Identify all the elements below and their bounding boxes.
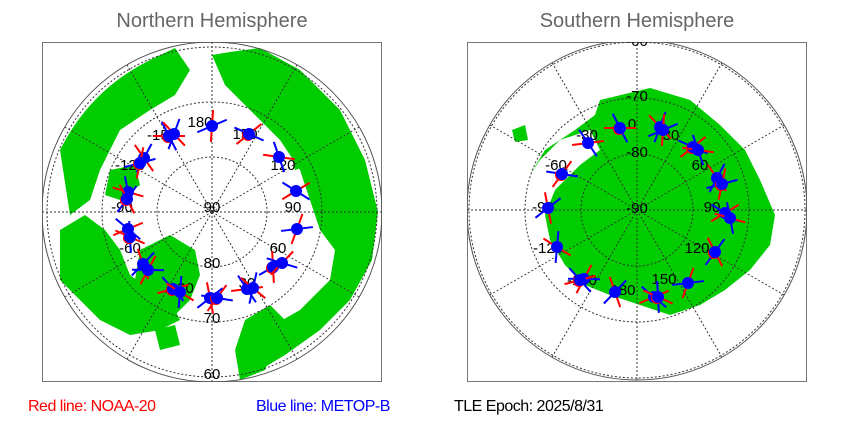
lon-label: 0 [628,116,636,133]
metopb-marker [614,122,626,134]
metopb-marker [134,157,146,169]
lat-label: 60 [204,366,221,383]
metopb-marker [121,193,133,205]
metopb-marker [709,246,721,258]
land-south-america-tip [512,125,528,142]
meridian-line [211,211,360,298]
meridian-line [64,211,213,298]
meridian-line [211,64,298,213]
metopb-marker [682,277,694,289]
metopb-marker [609,286,621,298]
metopb-marker [716,178,728,190]
north-title: Northern Hemisphere [116,10,308,32]
lat-label: 80 [204,255,221,272]
south-map: -90-80-70-600306090120150180-150-120-90-… [467,33,807,381]
metopb-marker [657,124,669,136]
outer-circle [467,42,807,381]
lon-label: 120 [684,240,709,257]
meridian-line [551,209,638,358]
lat-label: -80 [626,144,648,161]
legend-metopb: Blue line: METOP-B [256,398,390,415]
metopb-marker [211,292,223,304]
metopb-marker [168,128,180,140]
lon-label: 90 [285,199,302,216]
latitude-circle [156,156,268,268]
meridian-line [551,62,638,211]
land-europe [235,305,285,380]
meridian-line [489,209,638,296]
lat-label: -70 [626,88,648,105]
metopb-marker [556,168,568,180]
legend-noaa20: Red line: NOAA-20 [28,398,156,415]
metopb-marker [692,144,704,156]
land-canada-east [60,215,180,335]
land-eurasia [212,48,378,370]
metopb-marker [124,231,136,243]
metopb-marker [551,241,563,253]
metopb-marker [206,120,218,132]
south-title: Southern Hemisphere [539,10,735,32]
lat-label: 90 [204,199,221,216]
metopb-marker [174,286,186,298]
metopb-marker [724,212,736,224]
metopb-marker [247,282,259,294]
metopb-marker [574,274,586,286]
metopb-marker [542,202,554,214]
tle-epoch: TLE Epoch: 2025/8/31 [454,398,604,415]
lat-label: -90 [626,200,648,217]
lon-label: 90 [704,199,721,216]
metopb-marker [243,128,255,140]
graticule [467,42,807,380]
land-iceland [155,325,180,350]
meridian-line [489,124,638,211]
land-north-america-west [60,48,190,215]
lon-label: 60 [692,157,709,174]
lat-label: 70 [204,310,221,327]
metopb-marker [276,257,288,269]
north-map: 908070601801501209060300-30-60-90-120-15… [42,42,382,383]
metopb-marker [142,264,154,276]
metopb-marker [582,137,594,149]
metopb-marker [652,291,664,303]
lat-label: -60 [626,33,648,50]
meridian-line [636,62,723,211]
lon-label: 60 [270,240,287,257]
metopb-marker [291,223,303,235]
metopb-marker [273,151,285,163]
metopb-marker [290,185,302,197]
meridian-line [211,126,360,213]
